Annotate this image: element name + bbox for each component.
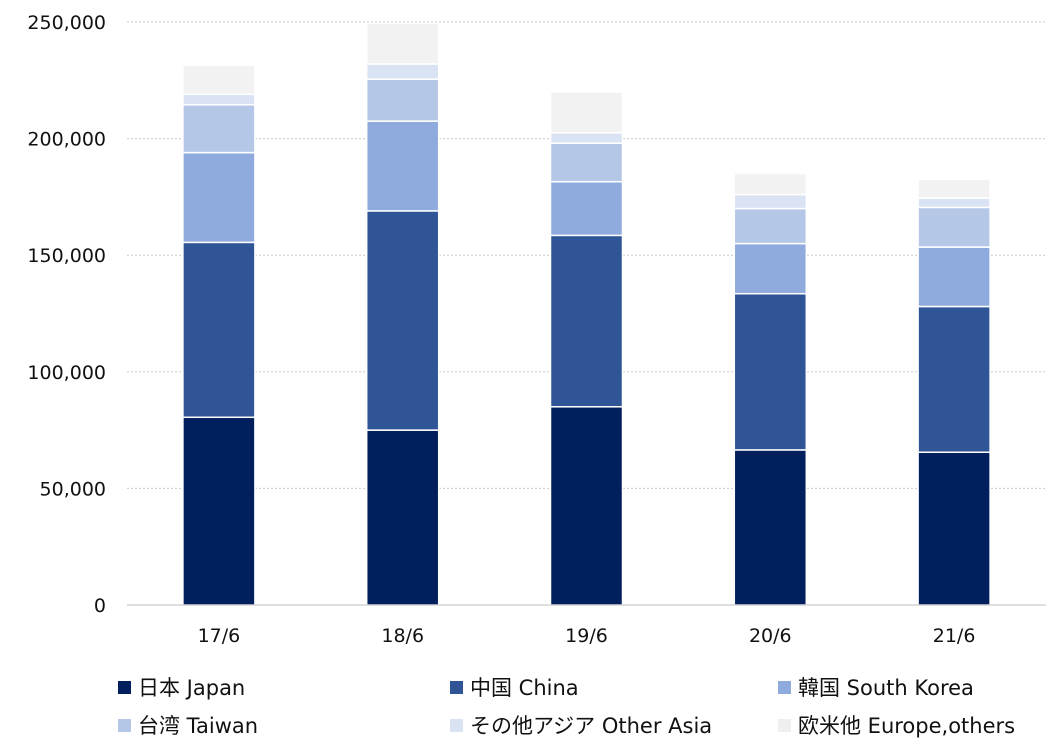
legend-label: 中国 China bbox=[470, 676, 579, 700]
bar-segment bbox=[182, 93, 256, 106]
x-tick-label: 19/6 bbox=[565, 625, 608, 647]
chart-canvas: 0 50,000 100,000 150,000 200,000 250,000 17/6 1… bbox=[27, 12, 1046, 647]
legend-swatch bbox=[778, 680, 791, 694]
bar-segment bbox=[917, 246, 991, 308]
y-tick-label: 150,000 bbox=[27, 245, 106, 267]
bar-segment bbox=[733, 207, 808, 245]
legend-swatch bbox=[118, 718, 131, 732]
legend-item: 中国 China bbox=[450, 672, 579, 702]
bar-segment bbox=[733, 292, 808, 451]
bars bbox=[182, 22, 991, 606]
legend-swatch bbox=[450, 718, 463, 732]
bar-segment bbox=[365, 120, 440, 212]
y-tick-label: 50,000 bbox=[40, 478, 106, 500]
bar-segment bbox=[549, 132, 624, 145]
bar-segment bbox=[549, 142, 624, 183]
bar-segment bbox=[549, 234, 624, 408]
bar-segment bbox=[365, 78, 440, 122]
bar-segment bbox=[365, 22, 440, 65]
legend-label: 日本 Japan bbox=[138, 676, 246, 700]
bar-segment bbox=[182, 104, 256, 154]
legend-item: 台湾 Taiwan bbox=[118, 710, 258, 740]
legend-label: 台湾 Taiwan bbox=[138, 714, 259, 738]
x-tick-label: 20/6 bbox=[749, 625, 792, 647]
gridlines bbox=[127, 21, 1046, 489]
legend-item: 欧米他 Europe,others bbox=[778, 710, 1015, 740]
y-tick-label: 0 bbox=[94, 595, 106, 617]
bar-segment bbox=[549, 406, 624, 606]
legend: 日本 Japan 中国 China 韓国 South Korea 台湾 Taiwan そ… bbox=[118, 668, 1048, 738]
y-tick-label: 250,000 bbox=[27, 12, 106, 34]
bar-segment bbox=[733, 193, 808, 210]
legend-label: 韓国 South Korea bbox=[798, 676, 974, 700]
bar-segment bbox=[365, 429, 440, 606]
axes: 0 50,000 100,000 150,000 200,000 250,000 17/6 1… bbox=[27, 12, 1046, 647]
bar-segment bbox=[365, 63, 440, 80]
legend-item: 日本 Japan bbox=[118, 672, 245, 702]
bar-segment bbox=[733, 449, 808, 606]
bar-segment bbox=[733, 172, 808, 196]
legend-swatch bbox=[450, 680, 463, 694]
legend-swatch bbox=[118, 680, 131, 694]
x-tick-label: 18/6 bbox=[381, 625, 424, 647]
bar-segment bbox=[917, 451, 991, 606]
y-tick-label: 200,000 bbox=[27, 129, 106, 151]
bar-segment bbox=[182, 241, 256, 419]
legend-label: 欧米他 Europe,others bbox=[798, 714, 1016, 738]
legend-item: 韓国 South Korea bbox=[778, 672, 974, 702]
bar-segment bbox=[549, 91, 624, 134]
legend-item: その他アジア Other Asia bbox=[450, 710, 712, 740]
bar-segment bbox=[917, 206, 991, 248]
legend-label: その他アジア Other Asia bbox=[470, 714, 713, 738]
bar-segment bbox=[182, 151, 256, 244]
y-tick-label: 100,000 bbox=[27, 362, 106, 384]
x-tick-label: 17/6 bbox=[198, 625, 241, 647]
bar-segment bbox=[549, 180, 624, 237]
bar-segment bbox=[182, 64, 256, 96]
bar-segment bbox=[917, 305, 991, 454]
bar-segment bbox=[733, 242, 808, 295]
bar-segment bbox=[365, 210, 440, 431]
x-tick-label: 21/6 bbox=[933, 625, 976, 647]
legend-swatch bbox=[778, 718, 791, 732]
bar-segment bbox=[917, 197, 991, 209]
bar-segment bbox=[917, 178, 991, 199]
bar-segment bbox=[182, 416, 256, 606]
